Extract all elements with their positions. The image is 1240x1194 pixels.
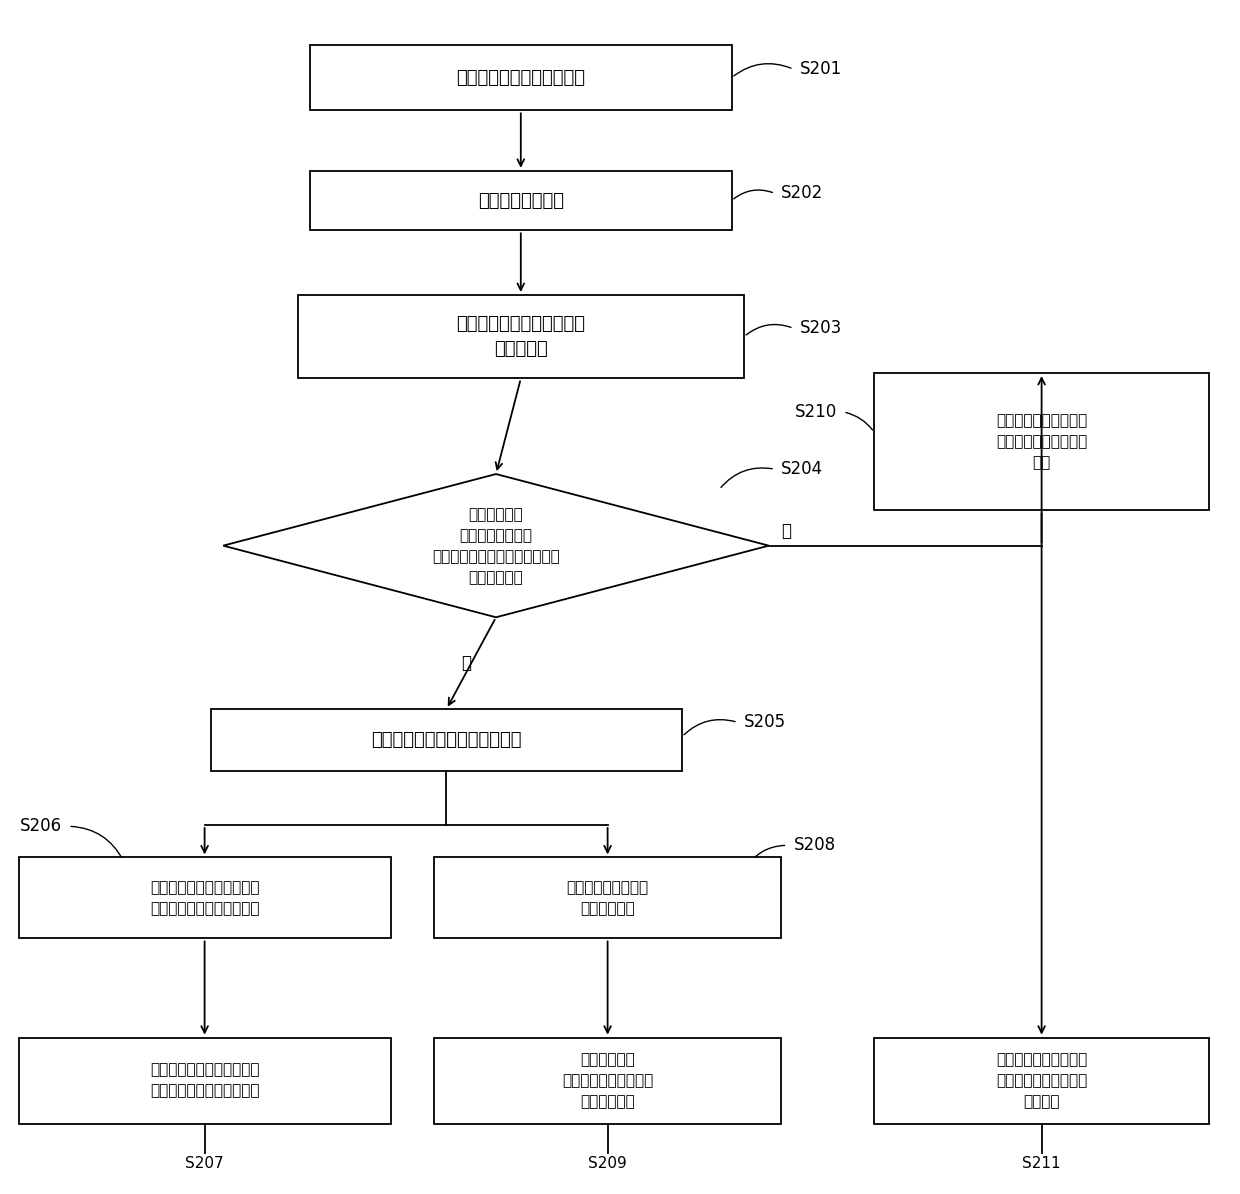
Bar (434, 1038, 781, 1124)
Text: S210: S210 (795, 402, 837, 421)
Text: S208: S208 (794, 836, 836, 855)
Text: 将请求播放的音频流的
播放信息填加到音频流
列表: 将请求播放的音频流的 播放信息填加到音频流 列表 (996, 413, 1087, 470)
Text: 按照赋予音频焦点的音频流
的播放音量开始播放音频流: 按照赋予音频焦点的音频流 的播放音量开始播放音频流 (150, 1063, 259, 1098)
Bar (874, 1038, 1209, 1124)
Text: 判断请求播放
的音频流的优先级
是否高于当前音频流列表中的音
频流的优先级: 判断请求播放 的音频流的优先级 是否高于当前音频流列表中的音 频流的优先级 (432, 506, 560, 585)
Text: 按照正在播放
的音频流的播放音量继
续播放音频流: 按照正在播放 的音频流的播放音量继 续播放音频流 (562, 1052, 653, 1109)
Text: 赋予请求播放的音频流音频焦点: 赋予请求播放的音频流音频焦点 (371, 731, 522, 750)
Bar (211, 709, 682, 771)
Text: 根据音频流的类型确定音频
流的优先级: 根据音频流的类型确定音频 流的优先级 (456, 315, 585, 358)
Text: S207: S207 (185, 1156, 224, 1171)
Bar (19, 857, 391, 938)
Text: 按照请求播放的音频流
的播放音量开始播放所
述音频流: 按照请求播放的音频流 的播放音量开始播放所 述音频流 (996, 1052, 1087, 1109)
Bar (874, 373, 1209, 511)
Text: S205: S205 (744, 713, 786, 732)
Text: S209: S209 (588, 1156, 627, 1171)
Text: 更新正在播放的音频
流的播放信息: 更新正在播放的音频 流的播放信息 (567, 880, 649, 916)
Text: 获取到有请求播放的音频流: 获取到有请求播放的音频流 (456, 68, 585, 87)
Text: 是: 是 (461, 654, 471, 672)
Text: S203: S203 (800, 319, 842, 338)
Text: 否: 否 (781, 522, 791, 540)
Bar (19, 1038, 391, 1124)
Text: S201: S201 (800, 60, 842, 79)
Text: 判断音频流的类型: 判断音频流的类型 (477, 191, 564, 210)
Text: S202: S202 (781, 184, 823, 203)
Text: S206: S206 (20, 817, 62, 836)
Bar (310, 171, 732, 230)
Text: 将赋予音频焦点的音频流的
播放信息填加到音频流列表: 将赋予音频焦点的音频流的 播放信息填加到音频流列表 (150, 880, 259, 916)
Bar (310, 44, 732, 110)
Text: S211: S211 (1022, 1156, 1061, 1171)
Bar (434, 857, 781, 938)
Text: S204: S204 (781, 460, 823, 479)
Bar (298, 295, 744, 378)
Polygon shape (223, 474, 769, 617)
